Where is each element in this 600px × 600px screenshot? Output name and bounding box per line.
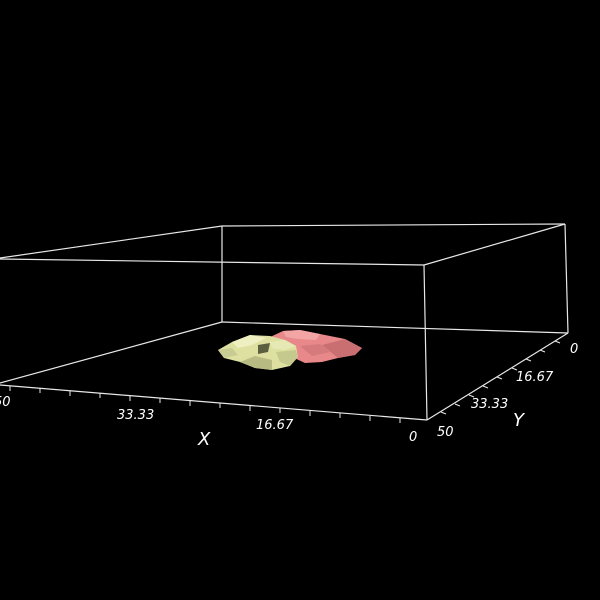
- x-axis-ticks: [9, 386, 401, 423]
- y-tick-label-2: 33.33: [471, 397, 508, 412]
- y-axis-ticks: [440, 340, 561, 415]
- bounding-box: [0, 223, 569, 421]
- x-tick-label-0: 50: [0, 395, 11, 410]
- x-axis-title: X: [197, 429, 211, 450]
- y-tick-label-1: 16.67: [516, 370, 554, 385]
- y-tick-label-3: 50: [437, 425, 454, 440]
- y-axis-title: Y: [513, 410, 526, 431]
- x-tick-label-3: 0: [409, 430, 417, 445]
- x-tick-label-2: 16.67: [256, 418, 294, 433]
- y-tick-label-0: 0: [570, 342, 578, 357]
- surface-yellow: [218, 335, 298, 370]
- x-tick-label-1: 33.33: [117, 408, 154, 423]
